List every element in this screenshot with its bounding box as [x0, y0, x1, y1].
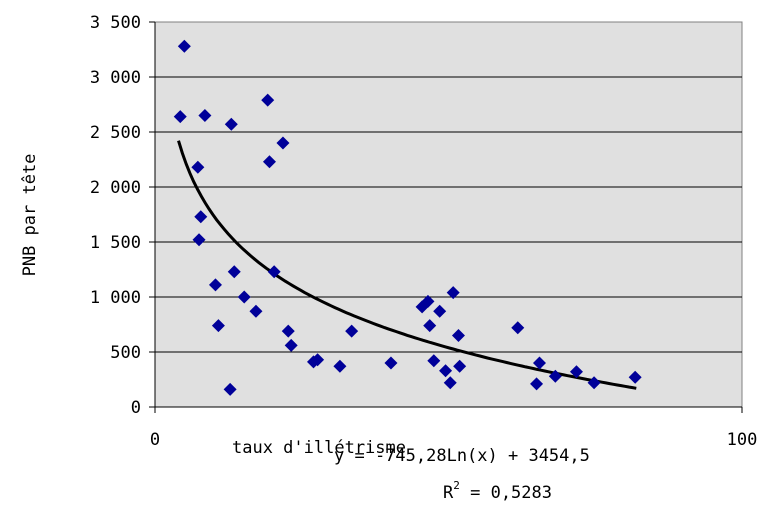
data-point: [345, 324, 359, 338]
data-point: [281, 324, 295, 338]
data-points: [173, 39, 642, 396]
grid-lines: [155, 76, 742, 353]
data-point: [173, 110, 187, 124]
data-point: [192, 233, 206, 247]
y-tick-label: 2 500: [90, 123, 141, 143]
y-tick-label: 1 000: [90, 288, 141, 308]
data-point: [208, 278, 222, 292]
plot-area: [154, 21, 743, 408]
r-squared-label: R2 = 0,5283: [443, 479, 552, 503]
y-tick-label: 1 500: [90, 233, 141, 253]
data-point: [194, 210, 208, 224]
data-point: [446, 286, 460, 300]
data-point: [532, 356, 546, 370]
data-point: [249, 304, 263, 318]
trendline: [177, 140, 637, 390]
data-point: [177, 39, 191, 53]
y-tick-label: 3 500: [90, 13, 141, 33]
data-point: [433, 304, 447, 318]
data-point: [211, 319, 225, 333]
data-point: [284, 338, 298, 352]
data-point: [384, 356, 398, 370]
data-point: [421, 294, 435, 308]
data-point: [276, 136, 290, 150]
y-tick-label: 3 000: [90, 68, 141, 88]
y-tick-label: 2 000: [90, 178, 141, 198]
data-point: [511, 321, 525, 335]
data-point: [628, 370, 642, 384]
data-point: [191, 160, 205, 174]
y-tick-label: 0: [131, 398, 141, 418]
x-axis: 0 100: [150, 406, 758, 450]
data-point: [224, 117, 238, 131]
data-point: [423, 319, 437, 333]
data-point: [311, 353, 325, 367]
data-point: [530, 377, 544, 391]
data-point: [443, 376, 457, 390]
data-point: [267, 265, 281, 279]
data-point: [548, 369, 562, 383]
x-tick-label: 100: [727, 430, 758, 450]
y-axis-title: PNB par tête: [20, 154, 40, 277]
x-tick-label: 0: [150, 430, 160, 450]
data-point: [237, 290, 251, 304]
data-point: [223, 382, 237, 396]
data-point: [261, 93, 275, 107]
data-point: [569, 365, 583, 379]
data-point: [227, 265, 241, 279]
x-axis-title: taux d'illétrisme: [232, 438, 406, 458]
trend-equation: y = -745,28Ln(x) + 3454,5: [334, 446, 590, 466]
data-point: [451, 329, 465, 342]
y-axis: 0 500 1 000 1 500 2 000 2 500 3 000 3 500: [90, 13, 156, 418]
data-point: [198, 109, 212, 122]
data-point: [439, 364, 453, 378]
y-tick-label: 500: [110, 343, 141, 363]
data-point: [587, 376, 601, 390]
data-point: [262, 155, 276, 169]
data-point: [453, 359, 467, 373]
data-point: [333, 359, 347, 373]
data-point: [427, 354, 441, 368]
